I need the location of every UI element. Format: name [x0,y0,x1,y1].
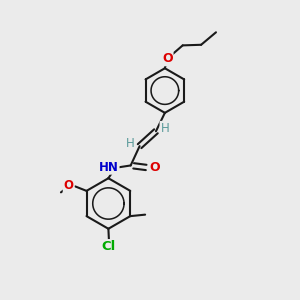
Text: O: O [149,161,160,174]
Text: H: H [160,122,169,135]
Text: O: O [64,179,74,192]
Text: HN: HN [99,161,118,174]
Text: H: H [126,137,135,150]
Text: Cl: Cl [102,240,116,253]
Text: O: O [162,52,172,65]
